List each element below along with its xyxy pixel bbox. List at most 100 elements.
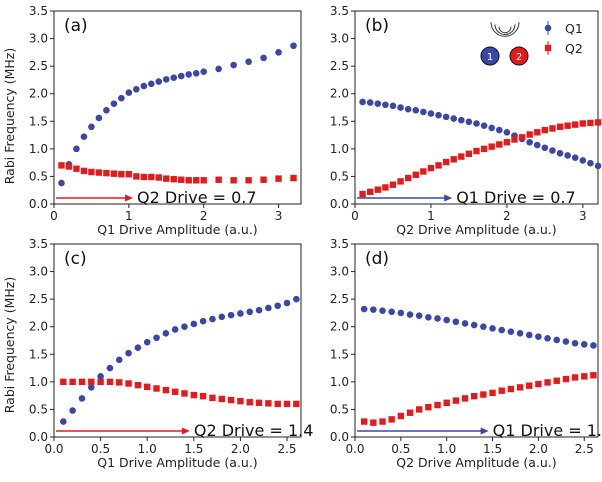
drive-annotation: Q1 Drive = 1.4 bbox=[493, 421, 602, 440]
q1-point bbox=[470, 321, 478, 329]
y-tick-label: 3.5 bbox=[29, 237, 48, 251]
q2-point bbox=[579, 120, 587, 127]
q2-point bbox=[162, 386, 170, 394]
q2-point bbox=[88, 378, 95, 386]
y-tick-label: 2.0 bbox=[330, 87, 349, 101]
q2-point bbox=[443, 399, 450, 407]
panel-c: 0.0 0.5 1.0 1.5 2.0 2.5 3.0 3.5 0.0 0.5 1.0 1.5 2.0 2… bbox=[29, 237, 313, 470]
q2-point bbox=[388, 416, 395, 423]
q1-point bbox=[526, 138, 533, 146]
x-tick-label: 2.5 bbox=[277, 442, 296, 456]
panel-label: (a) bbox=[64, 16, 88, 36]
q1-point bbox=[495, 126, 503, 134]
q2-point bbox=[461, 395, 469, 402]
x-tick-label: 1.5 bbox=[184, 442, 203, 456]
x-tick-label: 0.5 bbox=[391, 442, 410, 456]
q2-point bbox=[489, 389, 496, 397]
q2-point bbox=[134, 381, 142, 389]
q1-point bbox=[461, 320, 469, 327]
q1-point bbox=[379, 307, 386, 315]
q2-point bbox=[58, 162, 65, 169]
q2-point bbox=[562, 375, 570, 383]
q2-point bbox=[163, 175, 170, 182]
q1-point bbox=[134, 344, 142, 351]
y-tick-label: 0.5 bbox=[330, 169, 349, 183]
q2-point bbox=[106, 378, 114, 386]
antenna-waves-icon bbox=[494, 24, 516, 35]
q2-point bbox=[434, 401, 441, 409]
axes-frame bbox=[53, 243, 302, 438]
q1-point bbox=[140, 82, 148, 90]
q1-point bbox=[125, 349, 132, 357]
q1-point bbox=[488, 124, 495, 132]
q1-point bbox=[397, 104, 404, 111]
q2-point bbox=[265, 400, 272, 407]
q1-point bbox=[246, 308, 254, 316]
y-tick-label: 0.0 bbox=[29, 430, 48, 444]
x-tick-label: 3 bbox=[275, 209, 283, 223]
q1-point bbox=[533, 141, 541, 149]
q2-point bbox=[379, 418, 386, 425]
y-tick-label: 2.5 bbox=[29, 292, 48, 306]
y-tick-label: 0.0 bbox=[29, 197, 48, 211]
q1-point bbox=[452, 318, 460, 326]
q2-point bbox=[488, 143, 495, 150]
q1-point bbox=[415, 312, 423, 319]
q1-point bbox=[360, 305, 368, 313]
q2-point bbox=[118, 171, 125, 178]
q2-point bbox=[245, 177, 252, 184]
panel-label: (b) bbox=[365, 16, 389, 36]
legend-q2-label: Q2 bbox=[565, 41, 583, 56]
y-tick-label: 3.5 bbox=[29, 4, 48, 18]
q2-point bbox=[549, 125, 556, 132]
x-tick-label: 2 bbox=[200, 209, 208, 223]
q1-point bbox=[397, 309, 405, 317]
q1-point bbox=[503, 129, 511, 136]
q1-point bbox=[564, 152, 571, 159]
q2-point bbox=[80, 167, 88, 175]
q1-point bbox=[465, 118, 473, 126]
q2-point bbox=[274, 400, 281, 408]
y-tick-label: 3.5 bbox=[330, 4, 349, 18]
q1-point bbox=[97, 373, 104, 380]
q1-point bbox=[95, 114, 103, 122]
q1-point bbox=[480, 323, 487, 331]
q1-point bbox=[155, 78, 163, 85]
q1-point bbox=[473, 120, 480, 127]
q2-point bbox=[148, 173, 155, 181]
y-tick-label: 0.0 bbox=[330, 197, 349, 211]
q1-point bbox=[162, 330, 170, 337]
q1-point bbox=[544, 334, 551, 342]
q2-point bbox=[116, 379, 123, 386]
q1-point bbox=[290, 42, 297, 50]
q1-point bbox=[190, 320, 198, 328]
q2-point bbox=[65, 163, 73, 170]
q1-point bbox=[389, 102, 397, 110]
drive-arrow-head bbox=[125, 194, 134, 202]
q1-point bbox=[148, 80, 155, 88]
q1-point bbox=[366, 99, 374, 106]
q2-point bbox=[564, 122, 571, 129]
q2-point bbox=[415, 406, 423, 413]
q1-point bbox=[434, 315, 441, 322]
q1-point bbox=[162, 76, 170, 83]
q1-point bbox=[458, 116, 465, 124]
q1-point bbox=[553, 336, 561, 344]
q1-point bbox=[562, 338, 570, 345]
q1-point bbox=[480, 122, 488, 129]
q2-point bbox=[503, 139, 511, 146]
q1-point bbox=[427, 110, 435, 117]
q2-point bbox=[218, 395, 225, 403]
q2-point bbox=[382, 184, 389, 191]
q2-point bbox=[541, 126, 549, 134]
q1-point bbox=[110, 100, 118, 107]
q1-point bbox=[443, 316, 450, 324]
antenna-waves-icon bbox=[490, 22, 520, 37]
y-tick-label: 3.0 bbox=[29, 32, 48, 46]
q2-point bbox=[594, 119, 602, 126]
q2-point bbox=[171, 388, 179, 395]
y-tick-label: 2.5 bbox=[330, 292, 349, 306]
q2-point bbox=[73, 165, 80, 172]
q1-point bbox=[218, 313, 226, 321]
q1-point bbox=[69, 407, 76, 414]
